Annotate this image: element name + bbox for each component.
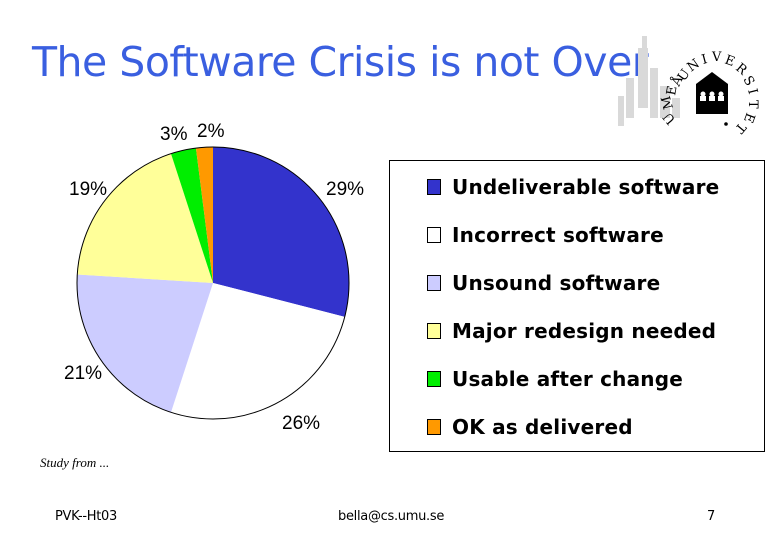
slice-label-undeliverable: 29% (326, 179, 365, 200)
slice-label-major-redesign: 19% (69, 179, 108, 200)
legend-swatch (427, 371, 441, 387)
slice-label-incorrect: 26% (282, 413, 321, 434)
legend-item-major-redesign: Major redesign needed (427, 319, 716, 343)
legend-swatch (427, 323, 441, 339)
legend-label: Incorrect software (452, 223, 664, 247)
svg-text:I: I (700, 52, 709, 68)
svg-text:V: V (711, 50, 722, 65)
legend-item-undeliverable: Undeliverable software (427, 175, 719, 199)
legend-item-ok-as-delivered: OK as delivered (427, 415, 633, 439)
svg-text:E: E (740, 111, 757, 125)
pie-slice-usable-after-change (170, 148, 213, 283)
legend-swatch (427, 419, 441, 435)
pie-slice-undeliverable (213, 147, 349, 317)
umea-university-seal-icon: U N I V E R S I T E T U M E Å (618, 36, 760, 136)
pie-slice-major-redesign (77, 153, 213, 283)
svg-text:E: E (664, 85, 680, 97)
slice-label-usable-after-change: 3% (160, 124, 188, 145)
pie-outline (76, 146, 350, 420)
legend-swatch (427, 179, 441, 195)
legend-item-incorrect: Incorrect software (427, 223, 664, 247)
pie-slice-unsound (77, 274, 213, 413)
svg-text:S: S (740, 74, 757, 89)
legend-label: Usable after change (452, 367, 683, 391)
svg-text:M: M (659, 94, 677, 111)
svg-text:T: T (731, 119, 748, 136)
slide-title: The Software Crisis is not Over (32, 38, 649, 86)
slice-label-unsound: 21% (64, 363, 103, 384)
slice-label-ok-as-delivered: 2% (197, 121, 225, 142)
legend-item-unsound: Unsound software (427, 271, 660, 295)
svg-text:E: E (723, 53, 737, 70)
pie-chart-svg (76, 146, 350, 420)
legend-item-usable-after-change: Usable after change (427, 367, 683, 391)
legend-swatch (427, 275, 441, 291)
footer-course-code: PVK--Ht03 (55, 509, 117, 524)
legend-label: Unsound software (452, 271, 661, 295)
legend-label: Major redesign needed (452, 319, 717, 343)
pie-slice-incorrect (170, 283, 345, 419)
chart-legend: Undeliverable software Incorrect softwar… (389, 160, 765, 452)
legend-swatch (427, 227, 441, 243)
legend-label: OK as delivered (452, 415, 633, 439)
umea-university-logo: U N I V E R S I T E T U M E Å (618, 28, 770, 138)
legend-label: Undeliverable software (452, 175, 720, 199)
svg-text:T: T (745, 100, 760, 109)
svg-text:I: I (744, 87, 760, 96)
pie-slice-ok-as-delivered (195, 147, 213, 283)
footer-email: bella@cs.umu.se (338, 509, 445, 524)
footer-page-number: 7 (707, 509, 715, 524)
study-caption: Study from ... (40, 455, 110, 470)
